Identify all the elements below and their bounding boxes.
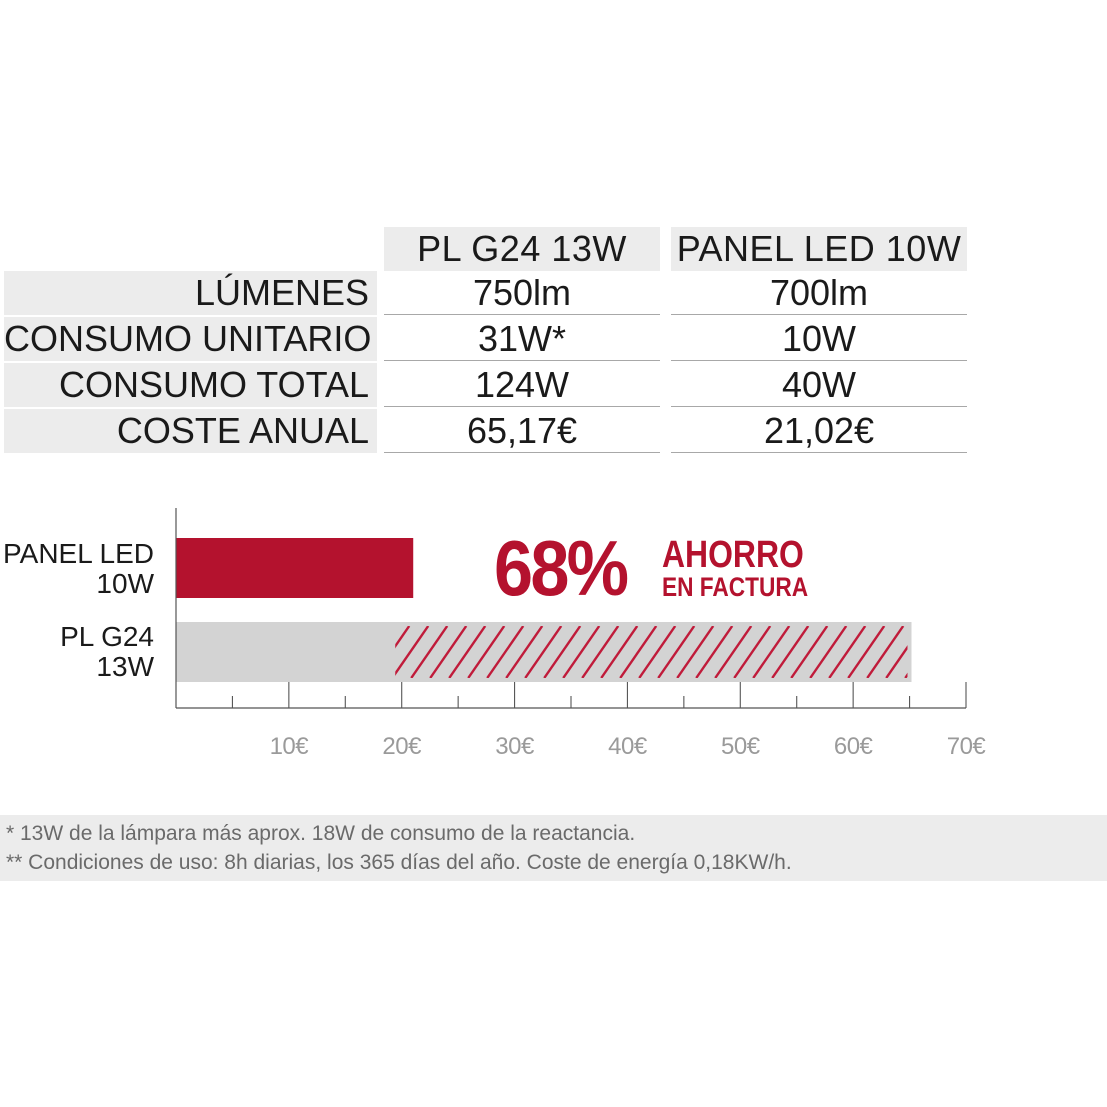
cell-lumenes-pl: 750lm [384,271,660,315]
savings-hatch-line [943,626,979,678]
savings-hatch-line [524,626,563,678]
y-label-panel-led-line1: PANEL LED [3,538,154,569]
savings-hatch-line [714,626,753,678]
savings-hatch-line [885,645,908,678]
savings-hatch-line [866,626,905,678]
bar-panel-led [176,538,414,598]
y-label-pl-g24-line2: 13W [96,651,154,682]
savings-hatch-line [619,626,658,678]
footnote-2: ** Condiciones de uso: 8h diarias, los 3… [6,851,792,874]
column-header-panel-led: PANEL LED 10W [671,227,967,271]
savings-hatch-line [467,626,506,678]
cell-consumo-total-led: 40W [671,363,967,407]
cell-coste-anual-led: 21,02€ [671,409,967,453]
x-tick-label: 30€ [495,733,534,760]
savings-hatch-line [733,626,772,678]
footnotes: * 13W de la lámpara más aprox. 18W de co… [0,815,1107,881]
cell-lumenes-led: 700lm [671,271,967,315]
cell-consumo-unitario-led: 10W [671,317,967,361]
savings-hatch-line [657,626,696,678]
cell-consumo-total-pl: 124W [384,363,660,407]
y-label-panel-led: PANEL LED 10W [0,539,154,599]
chart-canvas [175,508,998,709]
savings-hatch-line [543,626,582,678]
savings-hatch-line [962,626,998,678]
y-label-pl-g24-line1: PL G24 [60,621,154,652]
savings-hatch-line [828,626,867,678]
x-tick-label: 20€ [382,733,421,760]
x-tick-label: 60€ [833,733,873,760]
savings-hatch-line [410,626,449,678]
cost-bar-chart: PANEL LED 10W PL G24 13W 10€ 20€ 30€ 40€ 50€… [0,480,1107,780]
x-tick-label: 40€ [608,733,647,760]
savings-percent: 68% [494,524,629,612]
x-tick-label: 10€ [269,733,309,760]
footnote-1: * 13W de la lámpara más aprox. 18W de co… [6,822,636,845]
row-label-coste-anual: COSTE ANUAL [4,409,377,453]
savings-hatch-line [924,626,960,678]
row-label-lumenes: LÚMENES [4,271,377,315]
savings-caption: AHORRO EN FACTURA [662,534,836,602]
savings-hatch-line [771,626,810,678]
savings-hatch-line [505,626,544,678]
savings-hatch-line [695,626,734,678]
savings-hatch-line [448,626,487,678]
savings-hatch-line [562,626,601,678]
x-tick-label: 50€ [721,733,760,760]
savings-hatch-line [847,626,886,678]
y-label-pl-g24: PL G24 13W [0,622,154,682]
savings-hatch-line [676,626,715,678]
y-label-panel-led-line2: 10W [96,568,154,599]
savings-caption-line2: EN FACTURA [662,572,809,602]
savings-hatch-line [752,626,791,678]
savings-hatch-line [600,626,639,678]
savings-hatch-line [395,626,411,649]
savings-hatch-line [395,626,430,676]
savings-hatch-line [638,626,677,678]
column-header-pl-g24: PL G24 13W [384,227,660,271]
row-label-consumo-total: CONSUMO TOTAL [4,363,377,407]
savings-hatch-line [809,626,848,678]
cell-coste-anual-pl: 65,17€ [384,409,660,453]
savings-caption-line1: AHORRO [662,534,804,576]
savings-hatch-line [486,626,525,678]
cell-consumo-unitario-pl: 31W* [384,317,660,361]
x-tick-label: 70€ [946,733,986,760]
comparison-table: PL G24 13W PANEL LED 10W LÚMENES 750lm 7… [0,0,1107,470]
savings-hatch-line [790,626,829,678]
row-label-consumo-unitario: CONSUMO UNITARIO [4,317,377,361]
savings-hatch-line [429,626,468,678]
savings-hatch-line [581,626,620,678]
